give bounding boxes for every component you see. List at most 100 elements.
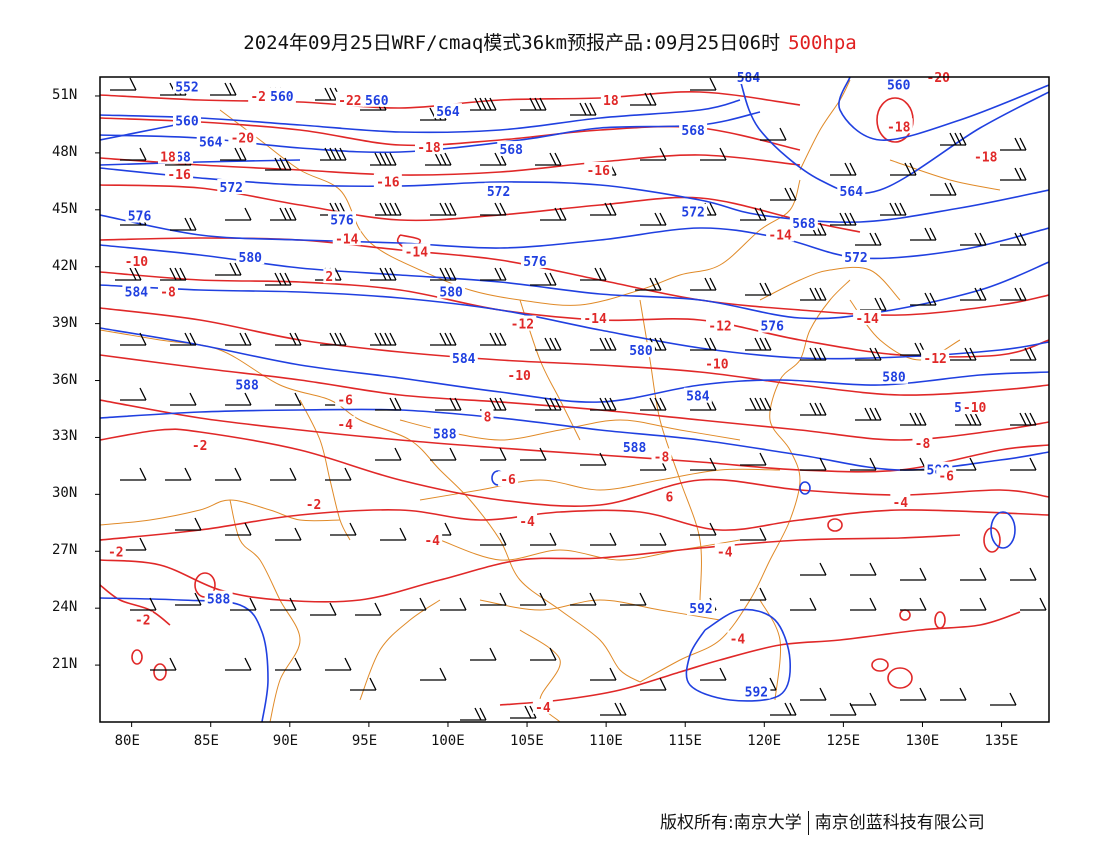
wind-barb [1010, 457, 1037, 471]
temperature-isotherm [153, 663, 167, 681]
height-contour [100, 159, 301, 166]
wind-barb [380, 527, 407, 541]
svg-text:-2: -2 [250, 90, 266, 105]
lat-tick-label: 30N [52, 485, 78, 502]
svg-text:-18: -18 [974, 151, 998, 166]
lat-tick-label: 42N [52, 257, 78, 274]
wind-barb [270, 467, 297, 481]
svg-text:572: 572 [220, 181, 243, 196]
height-label: 584 [449, 349, 478, 367]
temperature-label: 8 [481, 408, 494, 426]
wind-barb [740, 527, 767, 541]
wind-barb [990, 692, 1017, 706]
height-label: 572 [679, 203, 708, 221]
wind-barb [520, 592, 547, 606]
wind-barb [370, 332, 397, 346]
wind-barb [690, 77, 717, 91]
svg-text:580: 580 [439, 285, 463, 300]
wind-barb [960, 597, 987, 611]
temperature-isotherm [100, 584, 171, 626]
lat-tick-label: 21N [52, 656, 78, 673]
wind-barbs [110, 77, 1047, 721]
geopotential-height-contours [100, 77, 1049, 722]
height-label: 584 [122, 283, 151, 300]
svg-text:560: 560 [175, 115, 199, 130]
temperature-label: -4 [890, 493, 911, 511]
height-label: 580 [626, 342, 655, 359]
lon-tick-label: 90E [272, 733, 299, 749]
lon-tick-label: 95E [351, 733, 378, 749]
height-contour [100, 597, 269, 722]
svg-text:-20: -20 [231, 132, 255, 147]
height-label: 568 [789, 215, 818, 232]
wind-barb [480, 397, 507, 411]
svg-text:-2: -2 [192, 439, 208, 454]
wind-barb [800, 287, 827, 301]
wind-barb [265, 272, 292, 286]
height-label: 568 [497, 141, 526, 158]
svg-text:588: 588 [623, 441, 647, 456]
wind-barb [940, 132, 967, 146]
wind-barb [580, 452, 607, 466]
wind-barb [910, 227, 937, 241]
wind-barb [470, 647, 497, 661]
wind-barb [900, 567, 927, 581]
wind-barb [800, 457, 827, 471]
svg-text:2: 2 [325, 270, 333, 285]
wind-barb [690, 457, 717, 471]
wind-barb [950, 347, 977, 361]
wind-barb [740, 587, 767, 601]
svg-text:568: 568 [792, 217, 816, 232]
svg-text:-16: -16 [167, 168, 191, 183]
wind-barb [830, 162, 857, 176]
wind-barb [350, 677, 377, 691]
wind-barb [640, 212, 667, 226]
svg-text:-14: -14 [855, 312, 879, 327]
temperature-label: -18 [884, 118, 913, 135]
svg-text:-4: -4 [717, 545, 733, 560]
temperature-isotherm [499, 611, 1021, 706]
temperature-isotherm [100, 307, 1049, 396]
wind-barb [590, 337, 617, 351]
wind-barb [1000, 167, 1027, 181]
wind-barb [1000, 287, 1027, 301]
temperature-label: -12 [508, 315, 537, 333]
svg-text:572: 572 [487, 185, 510, 200]
wind-barb [420, 667, 447, 681]
height-contour [685, 608, 792, 702]
height-label: 584 [683, 387, 712, 405]
wind-barb [375, 202, 402, 216]
height-label: 588 [620, 438, 649, 456]
svg-text:18: 18 [160, 151, 176, 166]
svg-text:588: 588 [207, 593, 231, 608]
temperature-label: -12 [921, 349, 950, 367]
svg-text:-12: -12 [923, 352, 946, 367]
temperature-label: -14 [853, 309, 882, 327]
svg-text:6: 6 [665, 490, 673, 505]
wind-barb [910, 292, 937, 306]
temperature-label: 2 [323, 268, 336, 285]
svg-text:576: 576 [523, 255, 547, 270]
wind-barb [165, 467, 192, 481]
wind-barb [530, 647, 557, 661]
copyright-owner: 版权所有:南京大学 [660, 813, 802, 833]
wind-barb [570, 102, 597, 116]
height-contour [100, 284, 1049, 360]
svg-text:576: 576 [330, 213, 354, 228]
wind-barb [510, 705, 537, 719]
temperature-isotherm [100, 399, 1049, 473]
boundary-line [759, 599, 782, 701]
wind-barb [700, 667, 727, 681]
wind-barb [880, 202, 907, 216]
wind-barb [800, 402, 827, 416]
svg-text:-10: -10 [507, 369, 531, 384]
lat-tick-label: 27N [52, 542, 78, 559]
wind-barb [110, 77, 137, 91]
wind-barb [535, 152, 562, 166]
svg-text:-8: -8 [160, 285, 176, 300]
boundary-line [229, 499, 301, 722]
wind-barb [275, 657, 302, 671]
svg-text:-14: -14 [768, 228, 792, 243]
wind-barb [535, 397, 562, 411]
